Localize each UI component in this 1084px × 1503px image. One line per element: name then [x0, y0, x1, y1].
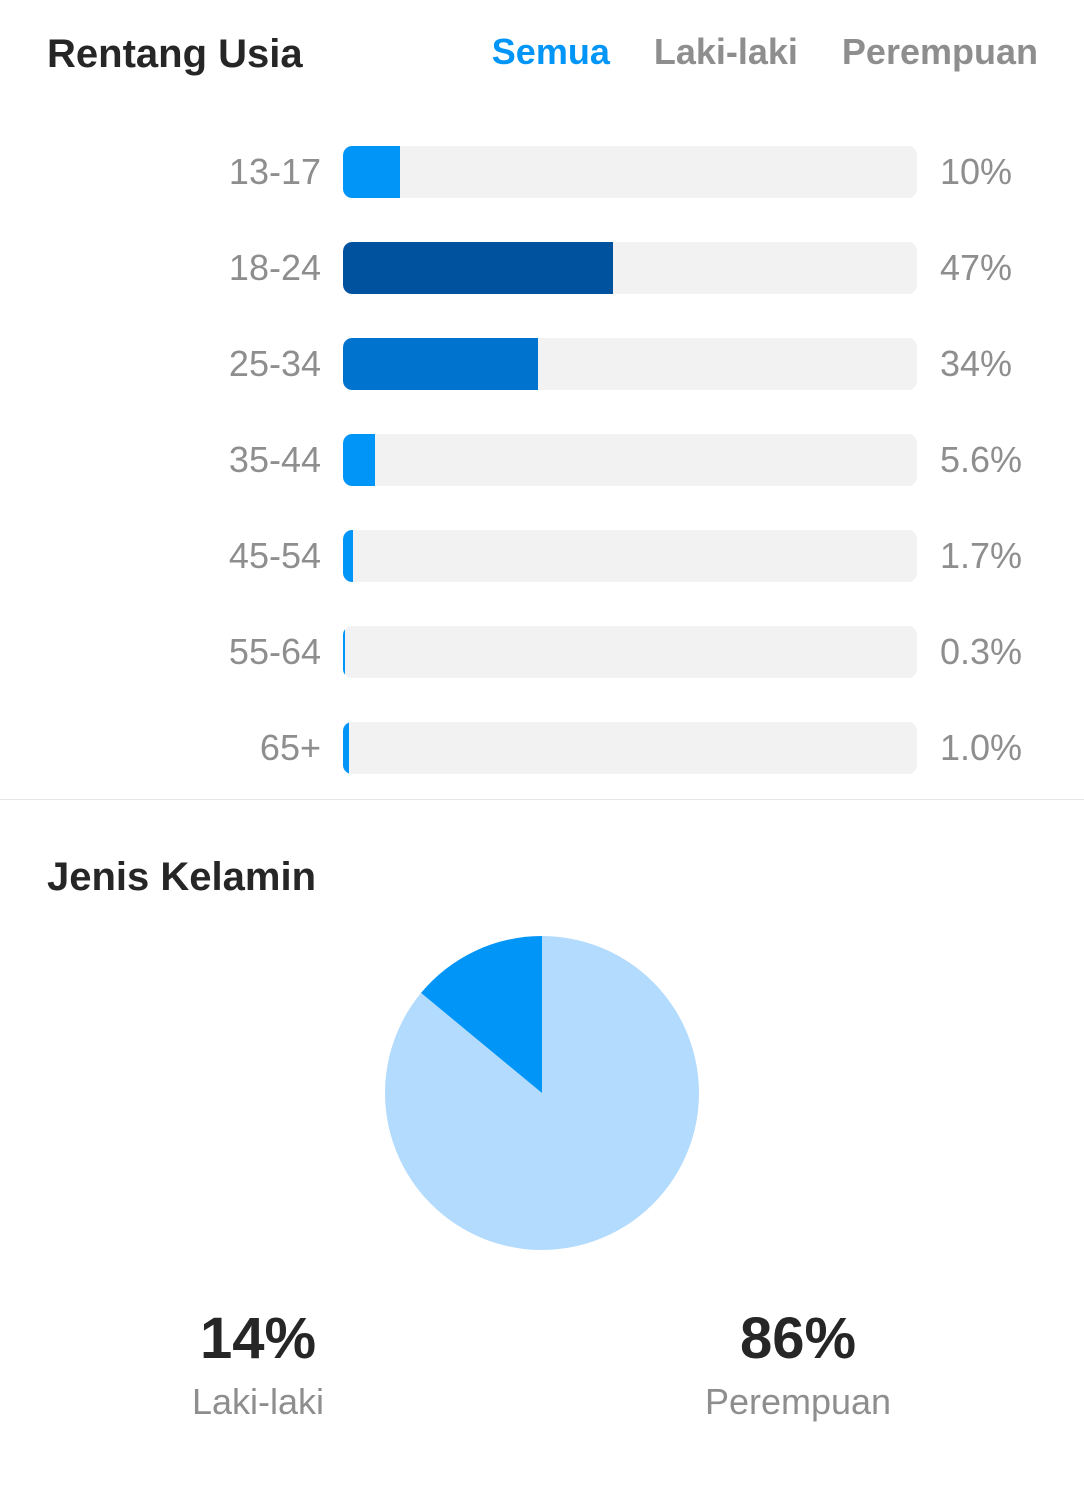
bar-fill — [343, 626, 345, 678]
tab-all[interactable]: Semua — [491, 31, 610, 72]
bar-fill — [343, 242, 613, 294]
age-range-section: Rentang Usia Semua Laki-laki Perempuan 1… — [47, 32, 1038, 774]
bar-track — [343, 434, 917, 486]
age-bar-chart: 13-17 10% 18-24 47% 25-34 34% 35-44 5.6%… — [0, 146, 1084, 818]
female-stat: 86% Perempuan — [638, 1310, 958, 1420]
bar-track — [343, 146, 917, 198]
tab-male[interactable]: Laki-laki — [653, 31, 798, 72]
age-range-label: 35-44 — [228, 439, 321, 480]
age-row-35-44: 35-44 5.6% — [0, 434, 1084, 486]
male-label: Laki-laki — [191, 1381, 325, 1422]
gender-filter-tabs: Semua Laki-laki Perempuan — [492, 34, 1038, 70]
gender-title: Jenis Kelamin — [47, 855, 317, 899]
bar-fill — [343, 434, 376, 486]
bar-fill — [343, 338, 539, 390]
age-range-label: 25-34 — [228, 343, 321, 384]
bar-track — [343, 626, 917, 678]
age-row-55-64: 55-64 0.3% — [0, 626, 1084, 678]
age-range-label: 65+ — [259, 727, 321, 768]
female-percent: 86% — [739, 1306, 857, 1371]
male-percent: 14% — [199, 1306, 317, 1371]
age-percent-label: 0.3% — [940, 631, 1023, 672]
bar-track — [343, 338, 917, 390]
age-range-label: 55-64 — [228, 631, 321, 672]
bar-fill — [343, 722, 349, 774]
age-percent-label: 10% — [940, 151, 1013, 192]
age-row-18-24: 18-24 47% — [0, 242, 1084, 294]
bar-track — [343, 530, 917, 582]
age-percent-label: 34% — [940, 343, 1013, 384]
age-range-label: 18-24 — [228, 247, 321, 288]
female-label: Perempuan — [704, 1381, 892, 1422]
age-percent-label: 1.7% — [940, 535, 1023, 576]
age-percent-label: 47% — [940, 247, 1013, 288]
section-divider — [0, 799, 1084, 800]
gender-pie-chart — [385, 936, 699, 1250]
age-row-45-54: 45-54 1.7% — [0, 530, 1084, 582]
age-row-13-17: 13-17 10% — [0, 146, 1084, 198]
bar-fill — [343, 146, 401, 198]
age-range-label: 45-54 — [228, 535, 321, 576]
tab-female[interactable]: Perempuan — [841, 31, 1038, 72]
bar-track — [343, 722, 917, 774]
gender-pie-svg — [385, 936, 699, 1250]
bar-fill — [343, 530, 353, 582]
pie-slice-male — [421, 936, 542, 1093]
age-range-label: 13-17 — [228, 151, 321, 192]
age-row-65-plus: 65+ 1.0% — [0, 722, 1084, 774]
age-row-25-34: 25-34 34% — [0, 338, 1084, 390]
gender-section: Jenis Kelamin 14% Laki-laki 86% Perempua… — [0, 800, 1084, 1503]
bar-track — [343, 242, 917, 294]
age-range-title: Rentang Usia — [47, 32, 303, 76]
age-percent-label: 5.6% — [940, 439, 1023, 480]
age-percent-label: 1.0% — [940, 727, 1023, 768]
male-stat: 14% Laki-laki — [98, 1310, 418, 1420]
